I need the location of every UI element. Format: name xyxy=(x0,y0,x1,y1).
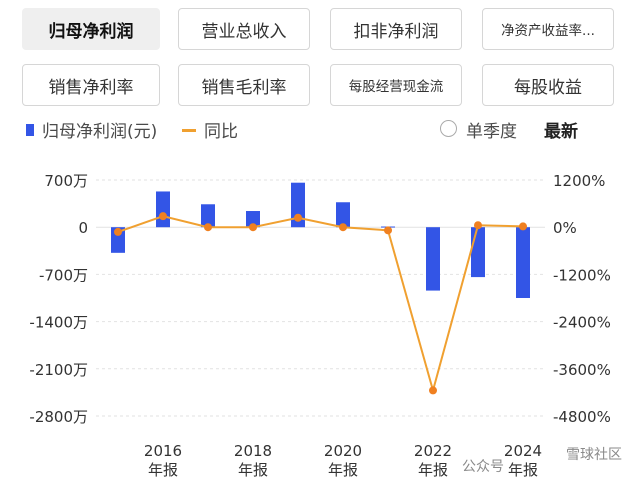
yoy-point xyxy=(339,223,347,232)
tab-3[interactable]: 扣非净利润 xyxy=(330,8,462,50)
y-left-tick-label: 0 xyxy=(78,219,88,237)
x-tick-sub: 年报 xyxy=(418,461,448,479)
profit-chart: 700万 0 -700万 -1400万 -2100万 -2800万 1200% 0% -1200… xyxy=(0,160,640,489)
x-tick-year: 2024 xyxy=(504,442,542,460)
tab-7[interactable]: 每股经营现金流 xyxy=(330,64,462,106)
x-tick-year: 2016 xyxy=(144,442,182,460)
y-left-tick-label: -2100万 xyxy=(29,361,88,379)
y-right-tick-label: -1200% xyxy=(553,266,611,284)
profit-bar xyxy=(201,204,215,228)
x-tick-year: 2018 xyxy=(234,442,272,460)
y-right-tick-label: -2400% xyxy=(553,314,611,332)
yoy-point xyxy=(474,221,482,230)
x-tick-sub: 年报 xyxy=(328,461,358,479)
single-quarter-radio[interactable] xyxy=(440,120,457,137)
y-left-tick-label: 700万 xyxy=(44,172,88,190)
x-tick-sub: 年报 xyxy=(148,461,178,479)
yoy-point xyxy=(519,222,527,231)
y-right-tick-label: 0% xyxy=(553,219,577,237)
site-watermark: 雪球社区 xyxy=(566,447,622,463)
latest-label[interactable]: 最新 xyxy=(544,122,578,142)
y-left-tick-label: -2800万 xyxy=(29,408,88,426)
line-legend-swatch xyxy=(182,129,196,132)
yoy-point xyxy=(114,227,122,236)
x-tick-year: 2020 xyxy=(324,442,362,460)
yoy-line xyxy=(117,215,524,395)
tab-4[interactable]: 净资产收益率... xyxy=(482,8,614,50)
profit-bar xyxy=(156,191,170,228)
bar-legend-swatch xyxy=(26,124,34,136)
y-right-tick-label: -4800% xyxy=(553,408,611,426)
profit-bar xyxy=(336,202,350,228)
bar-legend-label: 归母净利润(元) xyxy=(42,122,158,142)
yoy-point xyxy=(429,386,437,395)
wechat-watermark: 公众号 xyxy=(462,459,504,475)
profit-bar xyxy=(471,227,485,278)
y-right-tick-label: -3600% xyxy=(553,361,611,379)
tab-1[interactable]: 归母净利润 xyxy=(22,8,160,50)
x-tick-sub: 年报 xyxy=(508,461,538,479)
y-left-tick-label: -1400万 xyxy=(29,314,88,332)
x-tick-year: 2022 xyxy=(414,442,452,460)
tab-2[interactable]: 营业总收入 xyxy=(178,8,310,50)
yoy-point xyxy=(204,223,212,232)
y-left-tick-label: -700万 xyxy=(39,266,88,284)
yoy-point xyxy=(249,223,257,232)
profit-bar xyxy=(426,227,440,291)
chart-svg: 700万 0 -700万 -1400万 -2100万 -2800万 1200% 0% -1200… xyxy=(29,172,611,479)
chart-legend: 归母净利润(元) 同比 单季度 最新 xyxy=(0,114,640,144)
y-right-tick-label: 1200% xyxy=(553,172,605,190)
x-tick-sub: 年报 xyxy=(238,461,268,479)
yoy-point xyxy=(384,226,392,235)
tab-8[interactable]: 每股收益 xyxy=(482,64,614,106)
yoy-point xyxy=(294,213,302,222)
single-quarter-label[interactable]: 单季度 xyxy=(466,122,517,142)
tab-6[interactable]: 销售毛利率 xyxy=(178,64,310,106)
yoy-point xyxy=(159,212,167,221)
profit-bar xyxy=(516,227,530,298)
profit-bar xyxy=(246,211,260,228)
tab-5[interactable]: 销售净利率 xyxy=(22,64,160,106)
line-legend-label: 同比 xyxy=(204,122,238,142)
